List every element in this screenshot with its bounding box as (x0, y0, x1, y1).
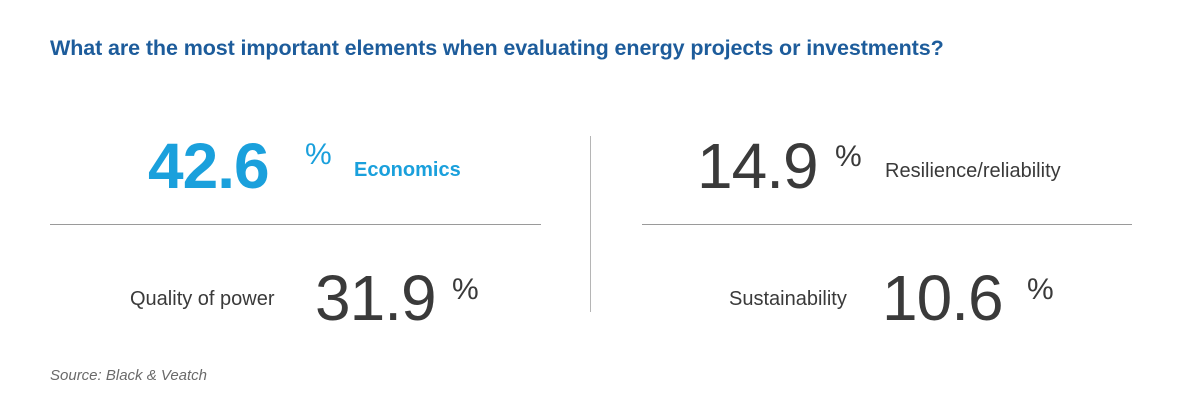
divider-right (642, 224, 1132, 225)
stat-quality-of-power-percent: % (452, 273, 479, 306)
stat-quality-of-power-value: 31.9 (315, 262, 437, 334)
source-note: Source: Black & Veatch (50, 367, 208, 384)
stat-quality-of-power-label: Quality of power (130, 288, 275, 310)
stat-resilience-reliability-value: 14.9 (697, 130, 819, 202)
chart-title: What are the most important elements whe… (50, 36, 944, 60)
stat-sustainability-value: 10.6 (882, 262, 1004, 334)
stat-economics-label: Economics (354, 159, 461, 181)
stat-economics-percent: % (305, 138, 332, 171)
stat-economics-value: 42.6 (148, 130, 270, 202)
divider-vertical (590, 136, 591, 312)
stat-resilience-reliability-label: Resilience/reliability (885, 160, 1061, 182)
divider-left (50, 224, 541, 225)
stat-sustainability-percent: % (1027, 273, 1054, 306)
stat-sustainability-label: Sustainability (729, 288, 847, 310)
stat-resilience-reliability-percent: % (835, 140, 862, 173)
